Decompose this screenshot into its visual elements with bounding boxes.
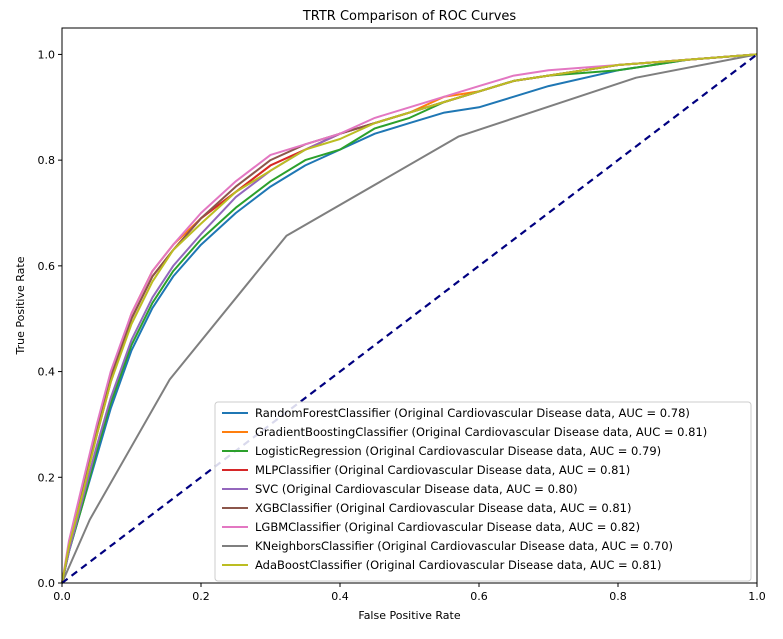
legend-entry-label: XGBClassifier (Original Cardiovascular D… [255,501,631,515]
legend: RandomForestClassifier (Original Cardiov… [214,401,752,582]
y-tick-label: 0.2 [38,471,56,484]
legend-entry-label: AdaBoostClassifier (Original Cardiovascu… [255,558,661,572]
y-tick-label: 1.0 [38,48,56,61]
roc-line-6 [61,53,758,584]
x-tick-label: 0.6 [470,590,488,603]
legend-entry-label: LogisticRegression (Original Cardiovascu… [255,444,661,458]
roc-line-0 [61,53,758,584]
x-tick-label: 0.8 [609,590,627,603]
legend-entry-label: GradientBoostingClassifier (Original Car… [255,425,707,439]
x-tick-label: 0.0 [53,590,71,603]
x-axis-ticks: 0.0 0.2 0.4 0.6 0.8 1.0 [53,583,766,603]
legend-entry-label: RandomForestClassifier (Original Cardiov… [255,406,690,420]
x-tick-label: 1.0 [748,590,766,603]
legend-entry-label: KNeighborsClassifier (Original Cardiovas… [255,539,673,553]
x-tick-label: 0.4 [331,590,349,603]
legend-entry-label: LGBMClassifier (Original Cardiovascular … [255,520,640,534]
y-axis-label: True Positive Rate [14,256,27,355]
chart-title: TRTR Comparison of ROC Curves [302,9,517,24]
y-tick-label: 0.8 [38,154,56,167]
y-tick-label: 0.6 [38,260,56,273]
plot-area [61,27,758,584]
legend-entry-label: MLPClassifier (Original Cardiovascular D… [255,463,630,477]
y-axis-ticks: 0.0 0.2 0.4 0.6 0.8 1.0 [38,48,62,590]
y-tick-label: 0.0 [38,577,56,590]
roc-line-7 [61,53,758,584]
legend-entry-label: SVC (Original Cardiovascular Disease dat… [255,482,578,496]
axes-frame [61,27,758,584]
x-tick-label: 0.2 [192,590,210,603]
chance-diagonal-line [61,53,758,584]
roc-line-8 [61,53,758,584]
legend-box [214,401,752,582]
x-axis-label: False Positive Rate [358,609,460,622]
y-tick-label: 0.4 [38,366,56,379]
